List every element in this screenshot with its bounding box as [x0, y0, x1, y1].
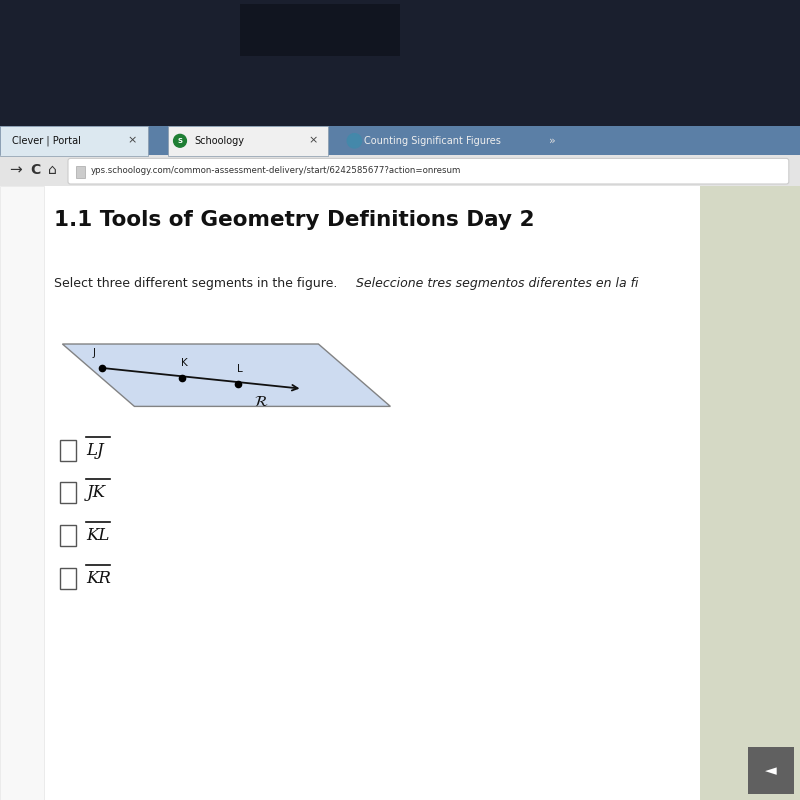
- Text: KL: KL: [86, 526, 110, 544]
- Text: yps.schoology.com/common-assessment-delivery/start/6242585677?action=onresum: yps.schoology.com/common-assessment-deli…: [90, 166, 461, 175]
- Text: LJ: LJ: [86, 442, 104, 459]
- Bar: [0, 186, 700, 800]
- Text: Counting Significant Figures: Counting Significant Figures: [364, 136, 501, 146]
- Bar: [76, 166, 85, 178]
- Text: L: L: [237, 363, 243, 374]
- Bar: [0, 126, 800, 156]
- Text: ⌂: ⌂: [48, 163, 57, 178]
- Text: ×: ×: [309, 136, 318, 146]
- Bar: [748, 747, 794, 794]
- Bar: [240, 4, 400, 56]
- Circle shape: [174, 134, 186, 147]
- Bar: [0, 126, 148, 156]
- Text: Schoology: Schoology: [194, 136, 245, 146]
- Bar: [60, 568, 76, 589]
- Text: KR: KR: [86, 570, 111, 587]
- Text: C: C: [30, 163, 41, 178]
- Bar: [168, 126, 328, 156]
- Bar: [700, 186, 800, 800]
- Bar: [60, 482, 76, 503]
- Text: JK: JK: [86, 484, 106, 502]
- Text: ◄: ◄: [766, 763, 777, 778]
- Text: ×: ×: [127, 136, 137, 146]
- Text: $\mathcal{R}$: $\mathcal{R}$: [254, 394, 269, 409]
- FancyBboxPatch shape: [68, 158, 789, 184]
- Bar: [0, 155, 800, 186]
- Bar: [0, 0, 800, 128]
- Text: →: →: [10, 163, 22, 178]
- Circle shape: [347, 134, 362, 148]
- Text: 1.1 Tools of Geometry Definitions Day 2: 1.1 Tools of Geometry Definitions Day 2: [54, 210, 535, 230]
- Text: J: J: [93, 349, 96, 358]
- Text: S: S: [178, 138, 182, 144]
- Text: K: K: [181, 358, 187, 368]
- Bar: [60, 440, 76, 461]
- Text: Select three different segments in the figure.: Select three different segments in the f…: [54, 278, 342, 290]
- Text: Clever | Portal: Clever | Portal: [12, 135, 81, 146]
- Text: Seleccione tres segmentos diferentes en la fi: Seleccione tres segmentos diferentes en …: [356, 278, 638, 290]
- Text: »: »: [549, 136, 555, 146]
- Polygon shape: [62, 344, 390, 406]
- Bar: [60, 525, 76, 546]
- Bar: [0, 186, 44, 800]
